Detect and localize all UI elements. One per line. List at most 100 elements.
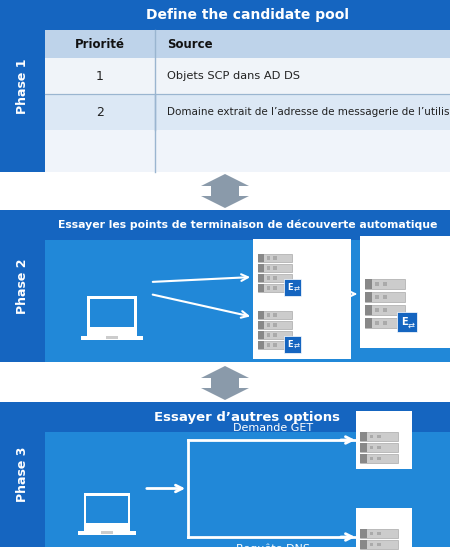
Bar — [253, 279, 351, 359]
Bar — [0, 402, 45, 547]
Bar — [360, 443, 367, 452]
Bar — [266, 277, 270, 279]
Bar — [0, 210, 45, 362]
Bar — [365, 318, 405, 328]
Bar — [397, 312, 417, 332]
Bar — [273, 266, 277, 270]
Bar — [45, 30, 450, 172]
Bar — [383, 321, 387, 325]
Bar — [360, 443, 398, 452]
Bar — [258, 284, 264, 292]
Bar — [377, 446, 381, 449]
Bar — [356, 508, 412, 550]
Bar — [81, 336, 143, 340]
Text: Objets SCP dans AD DS: Objets SCP dans AD DS — [167, 71, 300, 81]
Bar — [360, 540, 398, 549]
Bar — [375, 295, 379, 299]
Bar — [284, 336, 301, 353]
Bar — [258, 254, 264, 262]
Text: Source: Source — [167, 37, 212, 51]
Bar — [45, 30, 450, 58]
Bar — [284, 279, 301, 296]
Bar — [360, 540, 367, 549]
Bar — [106, 336, 118, 339]
Bar — [258, 284, 292, 292]
Bar — [78, 531, 136, 535]
Bar — [377, 532, 381, 535]
Bar — [365, 305, 405, 315]
Bar — [258, 264, 292, 272]
Bar — [258, 274, 292, 282]
Bar — [258, 264, 264, 272]
Bar — [258, 254, 292, 262]
Bar — [266, 314, 270, 317]
Text: ⇄: ⇄ — [293, 287, 299, 293]
Bar — [365, 279, 405, 289]
Bar — [266, 333, 270, 337]
Bar — [365, 279, 372, 289]
Bar — [258, 331, 292, 339]
Bar — [266, 323, 270, 327]
Bar — [360, 454, 398, 463]
Bar — [375, 282, 379, 286]
Bar — [360, 529, 367, 538]
Bar — [45, 94, 450, 130]
Bar — [375, 308, 379, 312]
Bar — [87, 296, 137, 330]
Bar — [360, 432, 367, 441]
Text: ⇄: ⇄ — [408, 321, 415, 329]
Bar — [258, 311, 264, 319]
Bar — [258, 321, 292, 329]
Text: Requête DNS: Requête DNS — [236, 544, 310, 550]
Text: 2: 2 — [96, 106, 104, 118]
Bar — [258, 274, 264, 282]
Bar — [84, 493, 130, 526]
Bar — [45, 402, 450, 432]
Bar — [266, 343, 270, 346]
Bar — [258, 321, 264, 329]
Bar — [266, 256, 270, 260]
Bar — [273, 333, 277, 337]
Bar — [258, 311, 292, 319]
Bar — [383, 295, 387, 299]
Bar — [360, 529, 398, 538]
Bar — [365, 305, 372, 315]
Bar — [369, 543, 374, 546]
Bar — [369, 456, 374, 460]
Bar — [360, 432, 398, 441]
Bar — [369, 446, 374, 449]
Bar — [266, 266, 270, 270]
Bar — [45, 58, 450, 94]
Text: Phase 1: Phase 1 — [16, 58, 29, 114]
Bar — [369, 532, 374, 535]
Bar — [383, 282, 387, 286]
Text: Demande GET: Demande GET — [233, 423, 313, 433]
Bar — [273, 256, 277, 260]
Bar — [365, 292, 372, 302]
Bar — [45, 0, 450, 30]
Bar — [377, 456, 381, 460]
Bar — [360, 454, 367, 463]
Text: Essayer les points de terminaison de découverte automatique: Essayer les points de terminaison de déc… — [58, 220, 437, 230]
Bar — [360, 236, 450, 348]
Text: Priorité: Priorité — [75, 37, 125, 51]
Polygon shape — [201, 366, 249, 400]
Bar — [45, 210, 450, 240]
Bar — [266, 287, 270, 290]
Bar — [356, 411, 412, 469]
Bar — [365, 292, 405, 302]
Bar — [84, 526, 130, 531]
Bar — [273, 343, 277, 346]
Bar — [273, 314, 277, 317]
Bar — [273, 277, 277, 279]
Text: 1: 1 — [96, 69, 104, 82]
Bar — [383, 308, 387, 312]
Text: Essayer d’autres options: Essayer d’autres options — [154, 410, 341, 424]
Bar — [365, 318, 372, 328]
Bar — [375, 321, 379, 325]
Text: Define the candidate pool: Define the candidate pool — [146, 8, 349, 22]
Text: Domaine extrait de l’adresse de messagerie de l’utilisateur: Domaine extrait de l’adresse de messager… — [167, 107, 450, 117]
Bar — [87, 330, 137, 336]
Bar — [45, 210, 450, 362]
Bar — [0, 0, 45, 172]
